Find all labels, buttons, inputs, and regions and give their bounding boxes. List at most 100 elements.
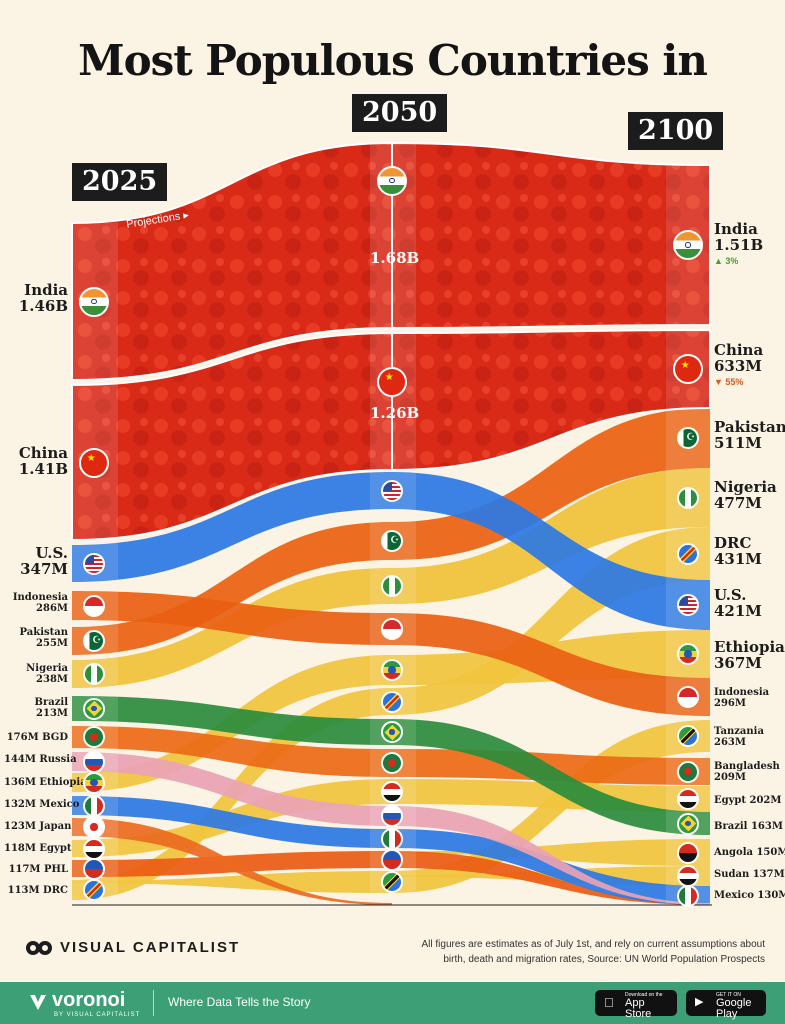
russia-flag-icon bbox=[83, 750, 105, 773]
ribbon-philippines-2050-2100 bbox=[392, 851, 710, 905]
egypt-flag-icon bbox=[677, 788, 699, 810]
pakistan-flag-icon: ☪ bbox=[381, 530, 403, 552]
tagline: Where Data Tells the Story bbox=[168, 995, 311, 1009]
label-2025-egypt: 118M Egypt bbox=[4, 843, 72, 854]
label-2025-us: U.S. 347M bbox=[20, 544, 68, 578]
label-2100-bangladesh: Bangladesh 209M bbox=[714, 761, 780, 783]
label-2100-sudan: Sudan 137M bbox=[714, 869, 785, 880]
year-label-2050: 2050 bbox=[352, 94, 448, 132]
china-flag-icon: ★ bbox=[673, 354, 703, 384]
bangladesh-flag-icon bbox=[677, 760, 699, 783]
ribbon-mexico-2050-2100 bbox=[392, 829, 710, 905]
tanzania-flag-icon bbox=[677, 725, 699, 747]
mexico-flag-icon bbox=[381, 827, 403, 850]
pakistan-flag-icon: ☪ bbox=[83, 630, 105, 652]
label-2025-phl: 117M PHL bbox=[8, 864, 68, 875]
indonesia-flag-icon bbox=[381, 618, 403, 640]
label-2100-ethiopia: Ethiopia 367M bbox=[714, 638, 785, 672]
indonesia-flag-icon bbox=[83, 594, 105, 617]
ribbon-indonesia-2050-2100 bbox=[392, 613, 710, 716]
footer-divider bbox=[153, 990, 154, 1016]
india-flag-icon bbox=[673, 230, 703, 260]
label-2100-angola: Angola 150M bbox=[714, 847, 785, 858]
label-2100-us: U.S. 421M bbox=[714, 586, 762, 620]
label-2100-drc: DRC 431M bbox=[714, 534, 762, 568]
label-2025-russia: 144M Russia bbox=[4, 754, 77, 765]
label-2100-nigeria: Nigeria 477M bbox=[714, 478, 777, 512]
label-2100-china: China 633M ▼ 55% bbox=[714, 341, 764, 387]
china-flag-icon: ★ bbox=[377, 366, 407, 397]
drc-flag-icon bbox=[83, 879, 105, 901]
label-2025-nigeria: Nigeria 238M bbox=[26, 663, 68, 685]
voronoi-sub: BY VISUAL CAPITALIST bbox=[54, 1012, 141, 1018]
ribbon-china-2050-2100 bbox=[391, 328, 711, 472]
nigeria-flag-icon bbox=[677, 486, 699, 509]
label-2025-drc: 113M DRC bbox=[7, 885, 68, 896]
label-2100-egypt: Egypt 202M bbox=[714, 795, 782, 806]
label-2025-mexico: 132M Mexico bbox=[4, 799, 80, 810]
year-label-2025: 2025 bbox=[72, 163, 168, 201]
voronoi-bar: voronoi BY VISUAL CAPITALIST Where Data … bbox=[0, 982, 785, 1024]
philippines-flag-icon bbox=[83, 857, 105, 880]
label-2025-india: India 1.46B bbox=[18, 281, 68, 315]
bangladesh-flag-icon bbox=[83, 726, 105, 748]
drc-flag-icon bbox=[381, 690, 403, 713]
china-flag-icon: ★ bbox=[79, 447, 109, 478]
ethiopia-flag-icon bbox=[381, 659, 403, 681]
label-2025-brazil: Brazil 213M bbox=[34, 697, 68, 719]
apple-icon:  bbox=[604, 996, 614, 1009]
label-2025-ethiopia: 136M Ethiopia bbox=[4, 777, 87, 788]
usa-flag-icon bbox=[381, 479, 403, 502]
google-play-button[interactable]: ▶ GET IT ON Google Play bbox=[686, 990, 766, 1020]
egypt-flag-icon bbox=[381, 780, 403, 803]
year-label-2100: 2100 bbox=[628, 112, 724, 150]
visual-capitalist-logo: VISUAL CAPITALIST bbox=[26, 938, 240, 958]
ribbon-indonesia-2025-2050 bbox=[72, 591, 392, 645]
ethiopia-flag-icon bbox=[83, 771, 105, 794]
label-2100-indonesia: Indonesia 296M bbox=[714, 687, 770, 709]
ribbon-pakistan-2050-2100 bbox=[392, 408, 710, 560]
russia-flag-icon bbox=[381, 805, 403, 827]
label-2025-indonesia: Indonesia 286M bbox=[12, 592, 68, 614]
chart-title: Most Populous Countries in bbox=[78, 36, 708, 85]
china-2050-value: 1.26B bbox=[370, 404, 420, 422]
brazil-flag-icon bbox=[381, 721, 403, 743]
india-flag-icon bbox=[377, 165, 407, 196]
label-2100-india: India 1.51B ▲ 3% bbox=[714, 220, 764, 266]
label-2025-japan: 123M Japan bbox=[4, 821, 72, 832]
ribbon-mexico-2025-2050 bbox=[72, 796, 392, 848]
google-play-icon: ▶ bbox=[695, 996, 704, 1008]
ribbon-india-2050-2100 bbox=[391, 141, 711, 330]
brazil-flag-icon bbox=[677, 812, 699, 835]
sudan-flag-icon bbox=[677, 865, 699, 887]
voronoi-logo-icon bbox=[30, 995, 46, 1010]
pakistan-flag-icon: ☪ bbox=[677, 427, 699, 449]
label-2025-pakistan: Pakistan 255M bbox=[19, 627, 68, 649]
source-note: All figures are estimates as of July 1st… bbox=[421, 939, 765, 965]
label-2100-brazil: Brazil 163M bbox=[714, 821, 783, 832]
india-2050-value: 1.68B bbox=[370, 249, 420, 267]
ribbon-tanzania-2025-2050 bbox=[72, 871, 392, 893]
vc-logo-icon bbox=[26, 941, 52, 955]
usa-flag-icon bbox=[83, 552, 105, 575]
label-2025-china: China 1.41B bbox=[18, 444, 68, 478]
ribbon-japan-2025-2050 bbox=[72, 818, 392, 905]
label-2100-tanzania: Tanzania 263M bbox=[714, 726, 764, 748]
ribbon-usa-2050-2100 bbox=[392, 472, 710, 630]
ribbon-brazil-2025-2050 bbox=[72, 696, 392, 745]
brazil-flag-icon bbox=[83, 697, 105, 720]
tanzania-flag-icon bbox=[381, 871, 403, 893]
ribbon-bangladesh-2025-2050 bbox=[72, 726, 392, 777]
ribbon-brazil-2050-2100 bbox=[392, 719, 710, 835]
angola-flag-icon bbox=[677, 841, 699, 864]
label-2100-pakistan: Pakistan 511M bbox=[714, 418, 785, 452]
egypt-flag-icon bbox=[83, 837, 105, 860]
japan-flag-icon bbox=[83, 816, 105, 838]
bangladesh-flag-icon bbox=[381, 752, 403, 774]
ribbon-russia-2025-2050 bbox=[72, 752, 392, 826]
ribbon-russia-2050-2100 bbox=[392, 806, 710, 905]
usa-flag-icon bbox=[677, 594, 699, 616]
voronoi-wordmark: voronoi bbox=[52, 989, 126, 1011]
